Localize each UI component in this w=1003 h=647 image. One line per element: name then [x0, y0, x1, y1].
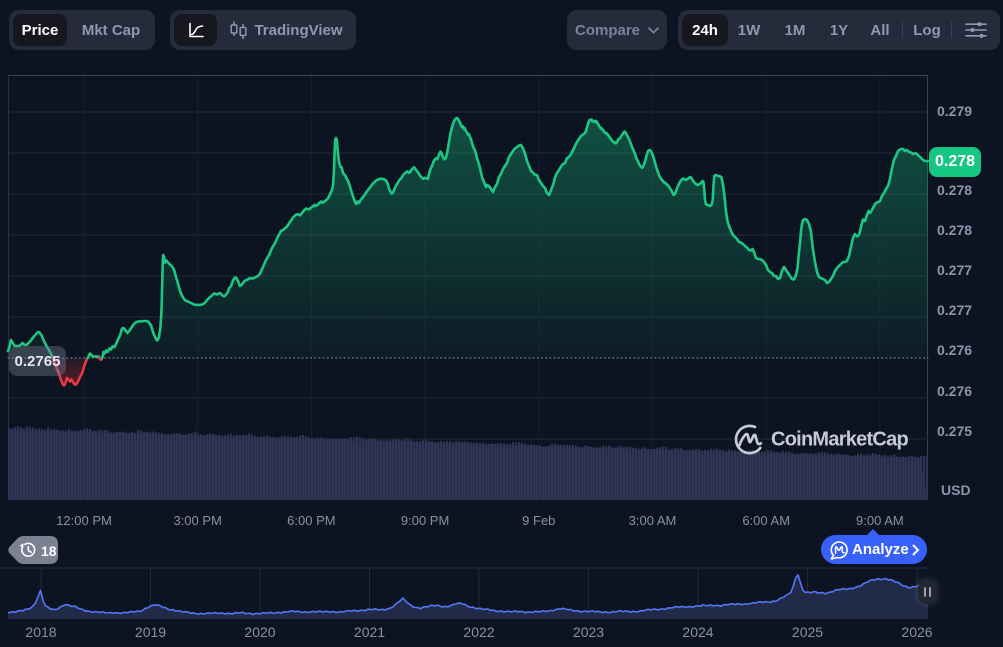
svg-text:CoinMarketCap: CoinMarketCap [771, 429, 908, 451]
